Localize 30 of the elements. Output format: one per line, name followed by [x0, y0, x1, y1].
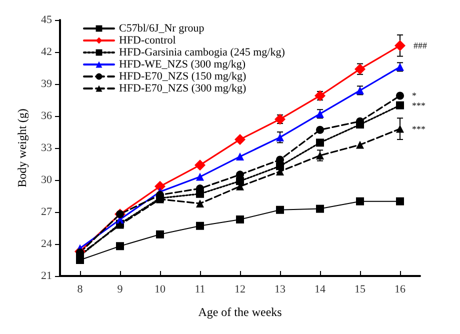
x-tick-label: 11	[194, 284, 206, 296]
y-axis-title: Body weight (g)	[15, 108, 29, 188]
legend-label: HFD-WE_NZS (300 mg/kg)	[119, 58, 246, 70]
y-tick-label: 21	[41, 270, 52, 282]
x-tick-label: 15	[354, 284, 366, 296]
data-label: *	[412, 90, 417, 101]
legend-label: HFD-Garsinia cambogia (245 mg/kg)	[119, 46, 286, 58]
x-tick-label: 9	[117, 284, 124, 296]
data-label: ***	[412, 100, 426, 110]
x-tick-label: 13	[274, 284, 286, 296]
y-tick-label: 42	[41, 46, 52, 58]
legend-label: C57bl/6J_Nr group	[119, 22, 205, 34]
x-tick-label: 16	[394, 284, 406, 296]
x-tick-label: 12	[234, 284, 246, 296]
y-tick-label: 36	[41, 110, 52, 122]
x-axis-title: Age of the weeks	[198, 305, 282, 319]
legend-label: HFD-E70_NZS (150 mg/kg)	[119, 70, 246, 82]
y-tick-label: 24	[41, 238, 52, 250]
x-tick-label: 14	[314, 284, 326, 296]
y-tick-label: 45	[41, 14, 52, 26]
legend-label: HFD-control	[119, 34, 176, 46]
y-tick-label: 33	[41, 142, 52, 154]
data-label: ###	[414, 40, 428, 51]
x-tick-label: 10	[154, 284, 166, 296]
legend-label: HFD-E70_NZS (300 mg/kg)	[119, 82, 246, 94]
data-label: ***	[412, 124, 426, 134]
x-tick-label: 8	[77, 284, 84, 296]
y-tick-label: 39	[41, 78, 52, 90]
y-tick-label: 30	[41, 174, 52, 186]
y-tick-label: 27	[41, 206, 52, 218]
